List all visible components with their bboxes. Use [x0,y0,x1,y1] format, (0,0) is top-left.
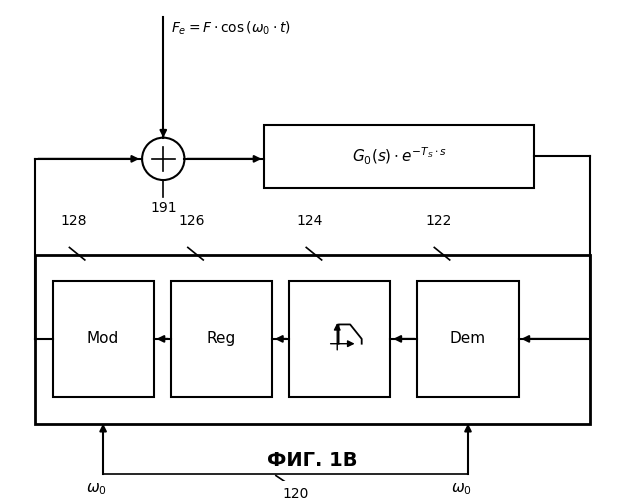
Text: Dem: Dem [450,332,486,346]
Text: 191: 191 [150,201,177,215]
Bar [35,255,590,424]
Text: Mod: Mod [87,332,119,346]
Text: ФИГ. 1В: ФИГ. 1В [268,451,358,470]
Bar [52,281,154,396]
Text: 122: 122 [425,214,451,228]
Bar [171,281,272,396]
Text: 124: 124 [297,214,323,228]
Bar [418,281,519,396]
Text: 128: 128 [60,214,86,228]
Text: $F_e = F \cdot \cos\left(\omega_0 \cdot t\right)$: $F_e = F \cdot \cos\left(\omega_0 \cdot … [171,20,291,36]
Text: 120: 120 [282,487,308,500]
Text: $G_0(s) \cdot e^{-T_S \cdot s}$: $G_0(s) \cdot e^{-T_S \cdot s}$ [351,146,447,167]
Text: 126: 126 [178,214,205,228]
Bar [289,281,391,396]
Text: Reg: Reg [207,332,236,346]
Text: $\omega_0$: $\omega_0$ [86,482,107,497]
Bar [264,125,534,188]
Text: $\omega_0$: $\omega_0$ [451,482,471,497]
